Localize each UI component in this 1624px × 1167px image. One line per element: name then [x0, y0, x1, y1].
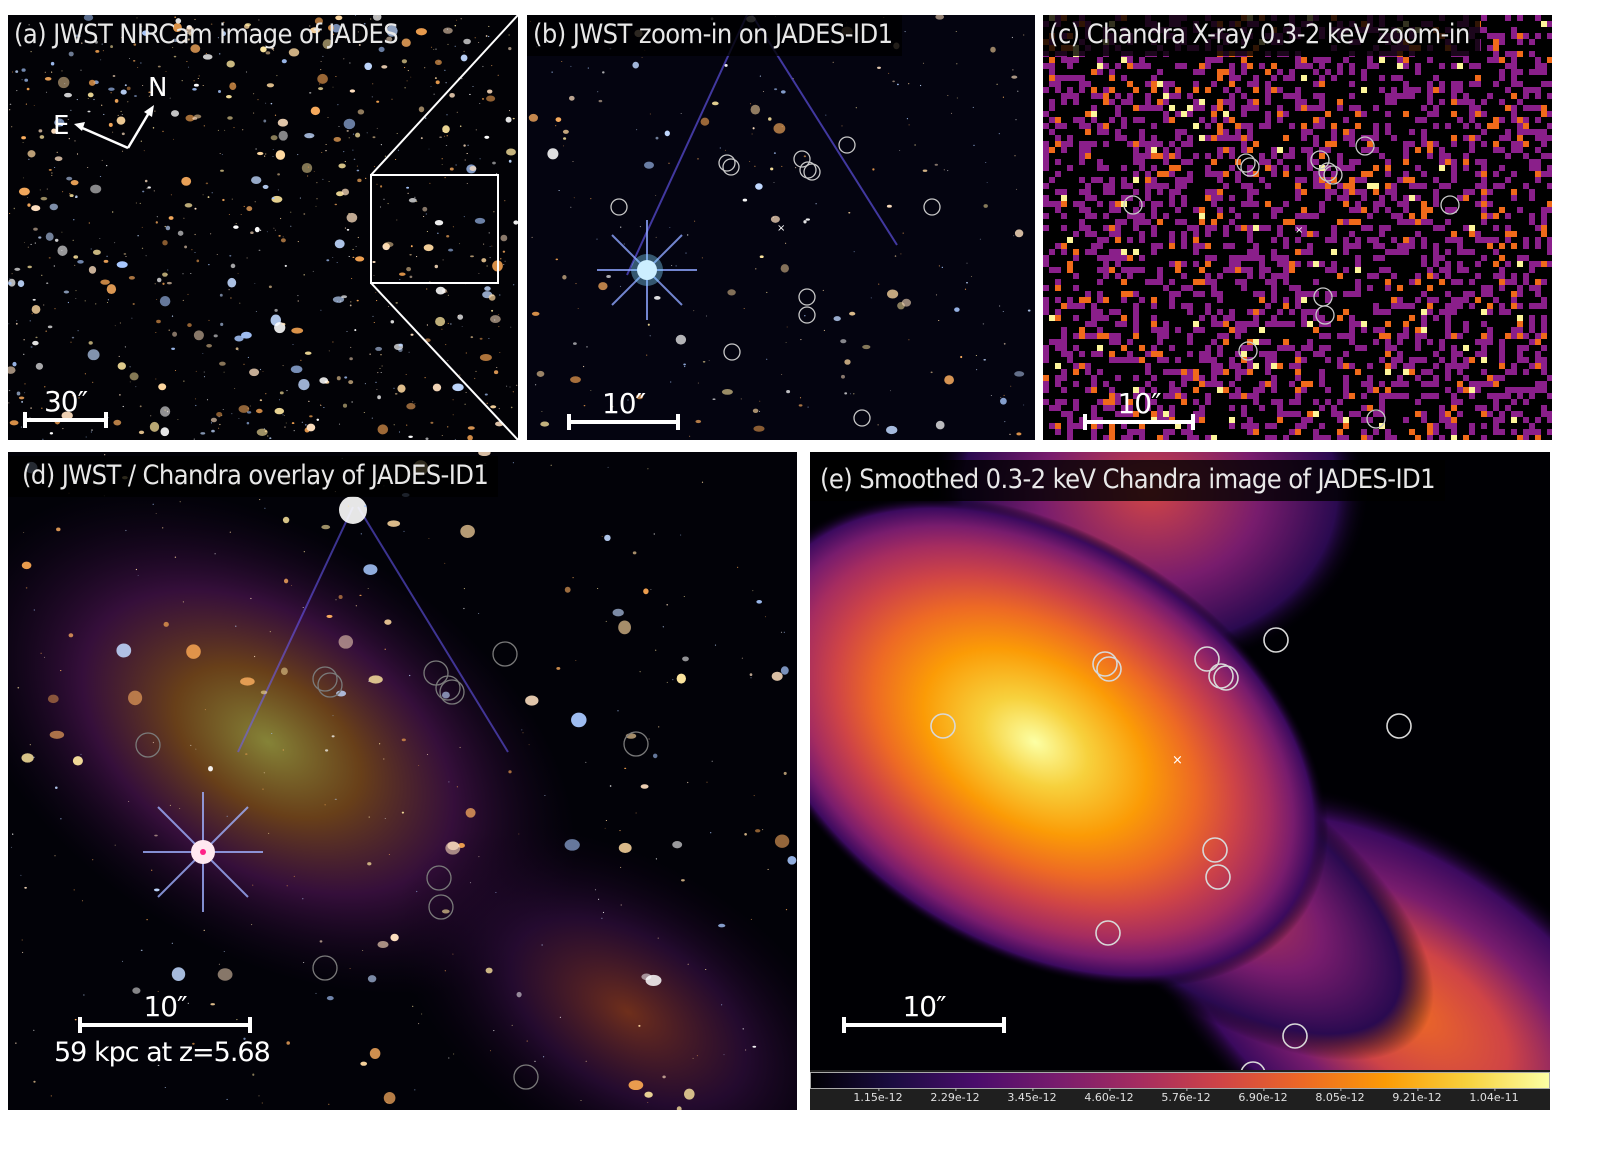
- scalebar-d-bar: [78, 1017, 252, 1033]
- scalebar-d-physical-label: 59 kpc at z=5.68: [54, 1037, 271, 1068]
- scalebar-a: 30″: [23, 385, 108, 428]
- centroid-marker: ×: [1172, 753, 1183, 768]
- starfield-b: ×: [527, 15, 1035, 440]
- compass-arrows-icon: [74, 105, 154, 150]
- colorbar-tick: 1.15e-12: [853, 1088, 903, 1104]
- colorbar-tick: 8.05e-12: [1315, 1088, 1365, 1104]
- source-circles-d: [135, 641, 649, 1090]
- scalebar-e: 10″: [842, 990, 1006, 1033]
- source-circles-b: [610, 136, 941, 427]
- scalebar-a-bar: [23, 412, 108, 428]
- scalebar-b: 10″: [567, 387, 680, 430]
- scalebar-d-label: 10″: [143, 990, 187, 1023]
- colorbar-tick: 5.76e-12: [1161, 1088, 1211, 1104]
- panel-b-jwst-zoom: × (b) JWST zoom-in on JADES-ID1 10″: [527, 15, 1035, 440]
- source-circles-c: [1123, 136, 1460, 429]
- panel-a-title: (a) JWST NIRCam image of JADES: [14, 19, 399, 50]
- panel-b-title: (b) JWST zoom-in on JADES-ID1: [527, 15, 903, 56]
- colorbar: 1.15e-12 2.29e-12 3.45e-12 4.60e-12 5.76…: [810, 1070, 1550, 1110]
- colorbar-tick: 6.90e-12: [1238, 1088, 1288, 1104]
- svg-text:×: ×: [1295, 225, 1303, 236]
- scalebar-a-label: 30″: [43, 385, 88, 418]
- panel-a-jwst-nircam: (a) JWST NIRCam image of JADES N E 30″: [8, 15, 518, 440]
- colorbar-tick: 2.29e-12: [930, 1088, 980, 1104]
- panel-c-title: (c) Chandra X-ray 0.3-2 keV zoom-in: [1043, 15, 1480, 56]
- colorbar-tick: 3.45e-12: [1007, 1088, 1057, 1104]
- smoothed-xray-map: ×: [810, 452, 1550, 1070]
- colorbar-gradient: [810, 1072, 1550, 1089]
- scalebar-e-bar: [842, 1017, 1006, 1033]
- scalebar-e-label: 10″: [902, 990, 946, 1023]
- panel-d-title: (d) JWST / Chandra overlay of JADES-ID1: [8, 456, 499, 497]
- colorbar-tick: 4.60e-12: [1084, 1088, 1134, 1104]
- colorbar-tick: 9.21e-12: [1392, 1088, 1442, 1104]
- scalebar-d: 10″: [78, 990, 252, 1033]
- colorbar-tick: 1.04e-11: [1469, 1088, 1519, 1104]
- scalebar-c-label: 10″: [1117, 387, 1161, 420]
- svg-text:×: ×: [777, 223, 785, 234]
- panel-e-title: (e) Smoothed 0.3-2 keV Chandra image of …: [810, 460, 1445, 501]
- compass-east-label: E: [53, 111, 70, 141]
- xray-counts-map: ×: [1043, 15, 1552, 440]
- overlay-image: [8, 452, 797, 1110]
- panel-d-overlay: (d) JWST / Chandra overlay of JADES-ID1 …: [8, 452, 797, 1110]
- panel-c-chandra-xray: × (c) Chandra X-ray 0.3-2 keV zoom-in 10…: [1043, 15, 1552, 440]
- panel-e-smoothed-chandra: × (e) Smoothed 0.3-2 keV Chandra image o…: [810, 452, 1550, 1070]
- source-circles-e: [930, 627, 1412, 1070]
- scalebar-c-bar: [1083, 414, 1195, 430]
- compass-north-label: N: [148, 73, 168, 103]
- colorbar-ticks: 1.15e-12 2.29e-12 3.45e-12 4.60e-12 5.76…: [810, 1088, 1550, 1110]
- scalebar-c: 10″: [1083, 387, 1195, 430]
- zoom-box-indicator: [370, 15, 518, 440]
- scalebar-b-bar: [567, 414, 680, 430]
- scalebar-b-label: 10″: [601, 387, 646, 420]
